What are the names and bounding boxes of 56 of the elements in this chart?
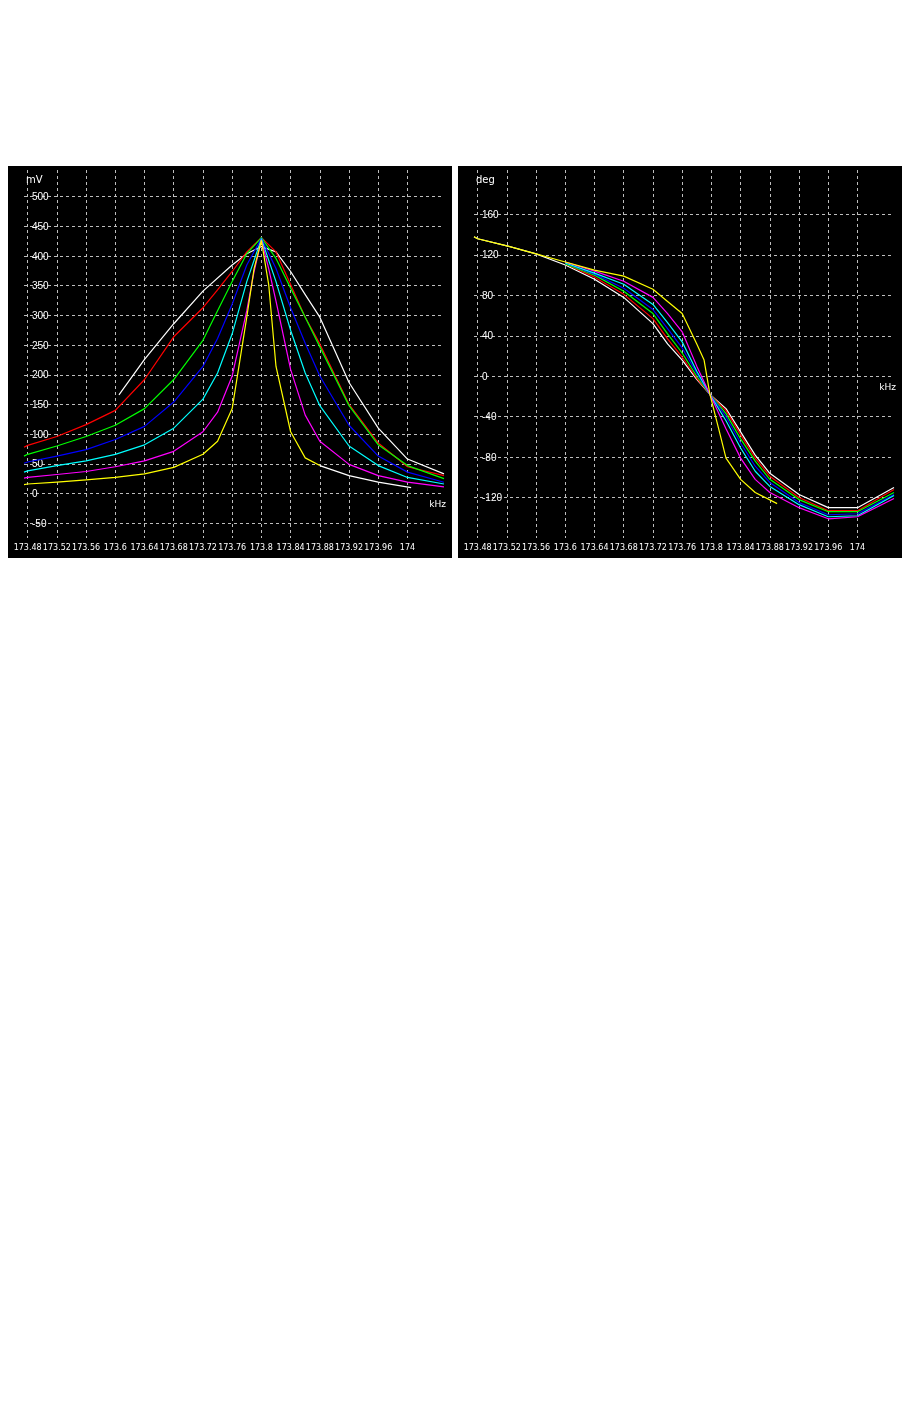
x-tick-label: 173.52 — [492, 542, 521, 552]
x-tick-label: 174 — [399, 542, 416, 552]
y-tick-label: 0 — [32, 487, 38, 499]
x-tick-label: 173.84 — [726, 542, 755, 552]
y-tick-label: 0 — [482, 370, 488, 382]
x-tick-label: 173.88 — [755, 542, 784, 552]
x-tick-label: 173.96 — [814, 542, 843, 552]
line-series — [118, 245, 445, 475]
x-tick-label: 173.96 — [364, 542, 393, 552]
x-tick-label: 174 — [849, 542, 866, 552]
y-tick-label: 500 — [32, 191, 50, 203]
x-axis-title: kHz — [429, 498, 447, 509]
x-tick-label: 173.84 — [276, 542, 305, 552]
y-tick-label: 300 — [32, 309, 50, 321]
x-tick-label: 173.92 — [335, 542, 364, 552]
y-tick-label: 400 — [32, 250, 50, 262]
y-tick-label: -120 — [482, 492, 503, 504]
y-tick-label: 80 — [482, 289, 494, 301]
x-tick-label: 173.68 — [609, 542, 638, 552]
line-series — [319, 464, 412, 489]
x-tick-label: 173.72 — [638, 542, 667, 552]
x-tick-label: 173.48 — [13, 542, 42, 552]
line-series — [23, 240, 321, 486]
x-tick-label: 173.48 — [463, 542, 492, 552]
y-axis-title: deg — [476, 173, 495, 185]
y-tick-label: 250 — [32, 339, 50, 351]
x-tick-label: 173.64 — [580, 542, 609, 552]
x-axis-title: kHz — [879, 381, 897, 392]
x-tick-label: 173.76 — [668, 542, 697, 552]
x-tick-label: 173.92 — [785, 542, 814, 552]
x-tick-label: 173.56 — [72, 542, 101, 552]
line-series — [473, 236, 778, 505]
y-tick-label: 450 — [32, 220, 50, 232]
y-tick-label: 350 — [32, 280, 50, 292]
y-tick-label: -40 — [482, 411, 497, 423]
x-tick-label: 173.76 — [218, 542, 247, 552]
y-tick-label: 150 — [32, 398, 50, 410]
y-tick-label: 100 — [32, 428, 50, 440]
x-tick-label: 173.68 — [159, 542, 188, 552]
x-tick-label: 173.8 — [249, 542, 273, 552]
x-tick-label: 173.6 — [103, 542, 127, 552]
x-tick-label: 173.8 — [699, 542, 723, 552]
y-tick-label: -50 — [32, 517, 47, 529]
x-tick-label: 173.6 — [553, 542, 577, 552]
y-tick-label: 50 — [32, 458, 44, 470]
y-tick-label: 160 — [482, 208, 500, 220]
x-tick-label: 173.56 — [522, 542, 551, 552]
y-tick-label: -80 — [482, 451, 497, 463]
x-tick-label: 173.64 — [130, 542, 159, 552]
y-tick-label: 120 — [482, 249, 500, 261]
x-tick-label: 173.52 — [42, 542, 71, 552]
y-axis-title: mV — [26, 173, 43, 185]
y-tick-label: 200 — [32, 369, 50, 381]
x-tick-label: 173.88 — [305, 542, 334, 552]
y-tick-label: 40 — [482, 330, 494, 342]
x-tick-label: 173.72 — [188, 542, 217, 552]
